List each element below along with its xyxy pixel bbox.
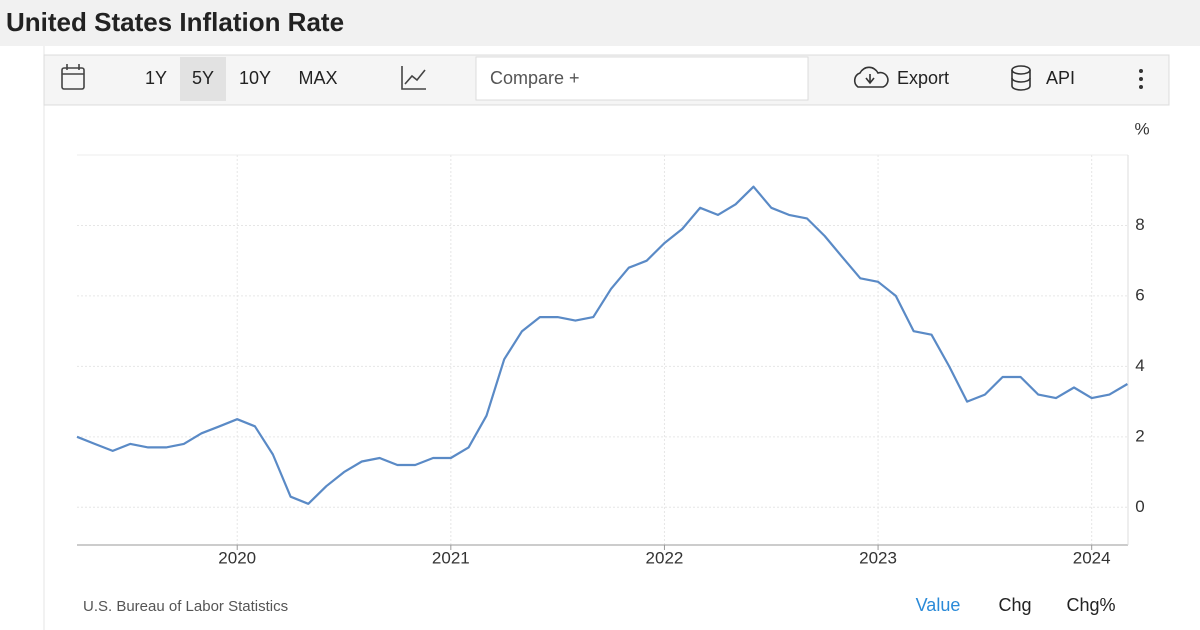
api-icon[interactable]	[1011, 65, 1031, 91]
y-tick-label: 2	[1135, 426, 1144, 445]
data-line	[76, 185, 1128, 505]
footer-tab[interactable]: Chg%	[1066, 595, 1115, 615]
calendar-icon[interactable]	[61, 64, 85, 90]
range-button[interactable]: 5Y	[192, 68, 214, 88]
export-button[interactable]: Export	[897, 68, 949, 88]
x-tick-label: 2021	[432, 548, 470, 567]
range-selected	[180, 57, 226, 101]
line-icon[interactable]	[401, 66, 426, 90]
x-tick-label: 2023	[859, 548, 897, 567]
range-button[interactable]: 1Y	[145, 68, 167, 88]
chart-title: United States Inflation Rate	[6, 7, 344, 37]
y-unit: %	[1134, 119, 1149, 138]
source: U.S. Bureau of Labor Statistics	[83, 598, 288, 615]
range-button[interactable]: MAX	[298, 68, 337, 88]
x-tick-label: 2024	[1073, 548, 1111, 567]
compare-input[interactable]	[475, 56, 809, 101]
compare-placeholder[interactable]: Compare +	[490, 68, 580, 88]
footer-tab[interactable]: Value	[916, 595, 961, 615]
y-tick-label: 8	[1135, 215, 1144, 234]
export-icon[interactable]	[853, 66, 889, 88]
y-tick-label: 4	[1135, 356, 1144, 375]
more-menu[interactable]	[1139, 69, 1143, 89]
x-tick-label: 2022	[646, 548, 684, 567]
y-tick-label: 0	[1135, 497, 1144, 516]
footer-tab[interactable]: Chg	[998, 595, 1031, 615]
x-tick-label: 2020	[218, 548, 256, 567]
y-tick-label: 6	[1135, 285, 1144, 304]
header-band	[0, 0, 1200, 46]
api-button[interactable]: API	[1046, 68, 1075, 88]
range-button[interactable]: 10Y	[239, 68, 271, 88]
